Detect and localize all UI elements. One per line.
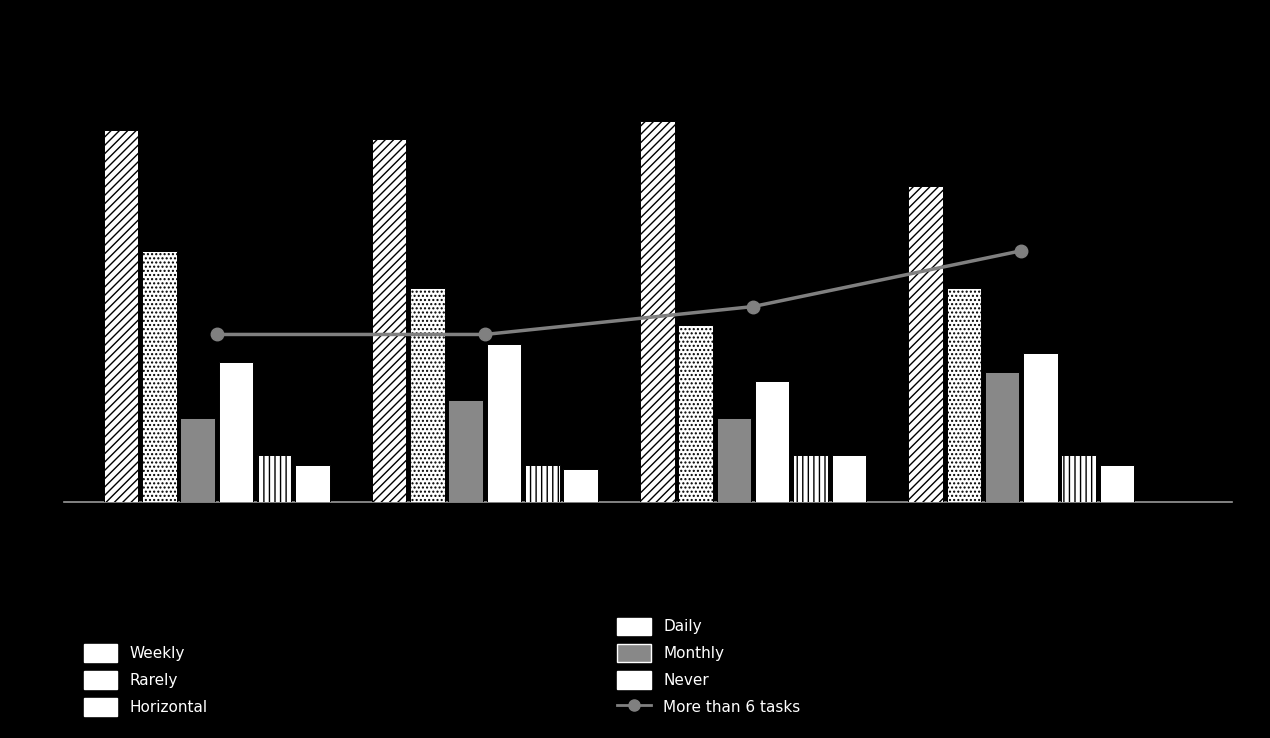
Bar [946, 288, 980, 502]
Bar [1062, 455, 1096, 502]
Bar [564, 469, 598, 502]
Bar [1100, 465, 1134, 502]
Bar [794, 455, 828, 502]
Bar [295, 465, 330, 502]
Bar [832, 455, 866, 502]
Bar [984, 372, 1020, 502]
Bar [448, 399, 483, 502]
Bar [716, 418, 751, 502]
Bar [180, 418, 215, 502]
Bar [410, 288, 444, 502]
Legend: Daily, Monthly, Never, More than 6 tasks: Daily, Monthly, Never, More than 6 tasks [617, 618, 800, 716]
Bar [372, 139, 406, 502]
Bar [754, 381, 790, 502]
Bar [486, 344, 521, 502]
Bar [525, 465, 560, 502]
Bar [142, 251, 177, 502]
Bar [678, 325, 712, 502]
Bar [908, 186, 942, 502]
Bar [257, 455, 291, 502]
Bar [104, 130, 138, 502]
Bar [1024, 353, 1058, 502]
Bar [218, 362, 253, 502]
Legend: Weekly, Rarely, Horizontal: Weekly, Rarely, Horizontal [84, 644, 208, 716]
Bar [640, 120, 674, 502]
